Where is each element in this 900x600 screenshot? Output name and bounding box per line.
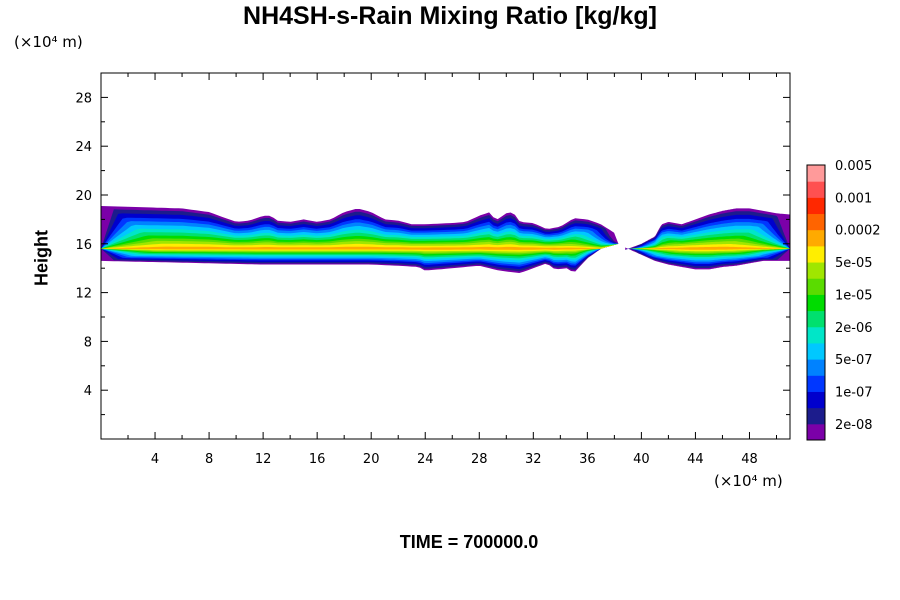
y-tick-label: 4	[84, 384, 92, 399]
colorbar-label: 2e-06	[835, 321, 873, 336]
colorbar-label: 0.001	[835, 191, 872, 206]
chart-title: NH4SH-s-Rain Mixing Ratio [kg/kg]	[243, 2, 657, 30]
x-tick-label: 8	[205, 452, 213, 467]
colorbar-label: 0.0002	[835, 224, 881, 239]
x-tick-label: 16	[309, 452, 326, 467]
colorbar-label: 1e-07	[835, 385, 873, 400]
colorbar-swatch	[807, 310, 825, 328]
colorbar-swatch	[807, 294, 825, 312]
colorbar-swatch	[807, 375, 825, 392]
colorbar-label: 5e-05	[835, 256, 873, 271]
colorbar-label: 2e-08	[835, 418, 873, 433]
x-tick-label: 12	[255, 452, 272, 467]
x-tick-label: 20	[363, 452, 380, 467]
y-tick-label: 28	[75, 91, 92, 106]
colorbar-swatch	[807, 165, 825, 182]
contour-level	[101, 243, 619, 250]
colorbar-label: 0.005	[835, 159, 872, 174]
cloud-band-layer	[101, 206, 790, 273]
x-tick-label: 44	[687, 452, 704, 467]
colorbar-swatch	[807, 229, 825, 247]
x-tick-label: 36	[579, 452, 596, 467]
x-tick-label: 40	[633, 452, 650, 467]
time-label: TIME = 700000.0	[399, 532, 539, 552]
colorbar-swatch	[807, 213, 825, 231]
plot-frame	[100, 72, 791, 440]
y-tick-label: 8	[84, 335, 92, 350]
x-tick-label: 24	[417, 452, 434, 467]
colorbar-swatch	[807, 278, 825, 295]
colorbar-label: 1e-05	[835, 288, 873, 303]
colorbar-swatch	[807, 326, 825, 344]
colorbar-swatch	[807, 245, 825, 263]
x-tick-label: 32	[525, 452, 542, 467]
y-axis: 4 8 12 16 20 24 28	[75, 91, 790, 416]
colorbar-swatch	[807, 197, 825, 215]
y-tick-label: 20	[75, 189, 92, 204]
x-axis: 4 8 12 16 20 24 28 32 36 40 44 48	[127, 73, 777, 467]
y-tick-label: 24	[75, 140, 92, 155]
x-axis-unit: (×10⁴ m)	[714, 472, 783, 490]
y-axis-unit: (×10⁴ m)	[14, 33, 83, 51]
colorbar-label: 5e-07	[835, 353, 873, 368]
contour-level	[625, 246, 790, 250]
colorbar-swatch	[807, 262, 825, 279]
colorbar-swatch	[807, 359, 825, 376]
colorbar-swatch	[807, 391, 825, 409]
colorbar-swatch	[807, 181, 825, 198]
x-tick-label: 4	[151, 452, 159, 467]
colorbar: 2e-08 1e-07 5e-07 2e-06 1e-05 5e-05 0.0002 0.00…	[806, 159, 881, 441]
colorbar-swatch	[807, 423, 825, 441]
x-tick-label: 28	[471, 452, 488, 467]
x-tick-label: 48	[741, 452, 758, 467]
y-tick-label: 16	[75, 238, 92, 253]
colorbar-swatch	[807, 407, 825, 425]
colorbar-frame	[806, 164, 826, 441]
colorbar-swatch	[807, 342, 825, 360]
y-tick-label: 12	[75, 287, 92, 302]
